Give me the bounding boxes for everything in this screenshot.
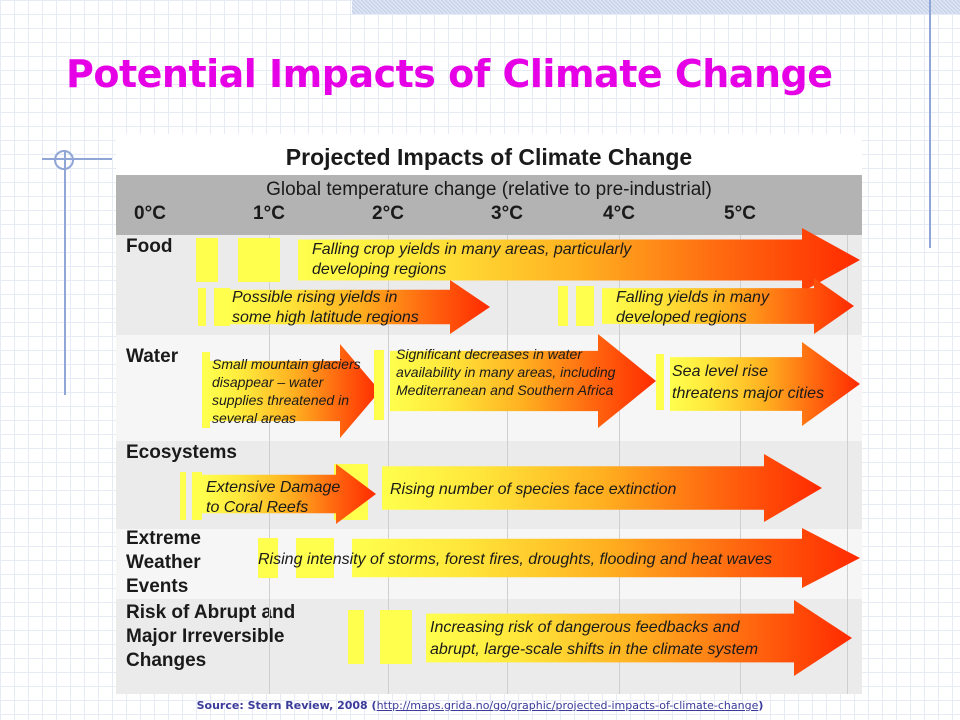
- tick-0c: 0°C: [134, 203, 166, 224]
- gridline-right: [847, 235, 848, 694]
- sector-label-abrupt-3: Changes: [126, 650, 207, 671]
- source-suffix: ): [758, 699, 764, 712]
- gridline-4c: [619, 235, 620, 694]
- water-impact-1-line-1: Small mountain glaciers: [212, 356, 361, 372]
- abrupt-yellow-block-2: [380, 610, 412, 664]
- source-citation: Source: Stern Review, 2008 (http://maps.…: [0, 699, 960, 712]
- decorative-horizontal-line: [42, 158, 112, 160]
- temperature-axis-label: Global temperature change (relative to p…: [266, 179, 712, 200]
- abrupt-impact-line-2: abrupt, large-scale shifts in the climat…: [430, 641, 759, 658]
- water-impact-1-line-2: disappear – water: [212, 374, 324, 390]
- tick-4c: 4°C: [603, 203, 635, 224]
- weather-yellow-block-1: [258, 538, 278, 578]
- decorative-vertical-line: [929, 0, 931, 248]
- food-impact-1-line-1: Falling crop yields in many areas, parti…: [312, 241, 632, 258]
- water-impact-1-line-3: supplies threatened in: [212, 392, 349, 408]
- tick-1c: 1°C: [253, 203, 285, 224]
- water-impact-1-line-4: several areas: [212, 410, 297, 426]
- sector-label-ecosystems: Ecosystems: [126, 442, 237, 463]
- food-impact-2-line-2: some high latitude regions: [232, 309, 419, 326]
- gridline-1c: [269, 235, 270, 694]
- food-yellow-block-1: [196, 238, 218, 282]
- eco-impact-2: Rising number of species face extinction: [390, 481, 677, 498]
- water-impact-3-line-2: threatens major cities: [672, 385, 825, 402]
- diagram-title: Projected Impacts of Climate Change: [285, 144, 693, 170]
- weather-yellow-block-2: [296, 538, 334, 578]
- food-yellow-thin-1: [198, 288, 206, 326]
- decorative-top-bar: [352, 0, 960, 14]
- sector-label-extreme-3: Events: [126, 576, 189, 597]
- source-prefix: Source: Stern Review, 2008 (: [196, 699, 377, 712]
- food-yellow-thin-2: [214, 288, 230, 326]
- eco-impact-1-line-2: to Coral Reefs: [206, 499, 309, 516]
- water-impact-3-line-1: Sea level rise: [672, 363, 769, 380]
- decorative-vertical-line-left: [64, 150, 66, 395]
- gridline-2c: [388, 235, 389, 694]
- food-yellow-thin-3: [558, 286, 568, 326]
- water-impact-2-line-1: Significant decreases in water: [396, 346, 582, 362]
- sector-label-extreme-2: Weather: [126, 552, 201, 573]
- water-yellow-thin-1: [202, 352, 210, 428]
- water-yellow-thin-3: [656, 354, 664, 410]
- food-yellow-thin-4: [576, 286, 594, 326]
- sector-label-water: Water: [126, 346, 179, 367]
- food-impact-3-line-1: Falling yields in many: [616, 289, 769, 306]
- sector-label-abrupt-2: Major Irreversible: [126, 626, 285, 647]
- slide-title: Potential Impacts of Climate Change: [66, 52, 833, 96]
- gridline-5c: [740, 235, 741, 694]
- water-yellow-thin-2: [374, 350, 384, 420]
- gridline-3c: [507, 235, 508, 694]
- water-impact-2-line-2: availability in many areas, including: [396, 364, 616, 380]
- food-yellow-block-2: [238, 238, 280, 282]
- sector-label-extreme-1: Extreme: [126, 528, 201, 549]
- sector-label-abrupt-1: Risk of Abrupt and: [126, 602, 296, 623]
- decorative-circle: [54, 150, 74, 170]
- eco-yellow-thin-1: [180, 472, 186, 520]
- abrupt-impact-line-1: Increasing risk of dangerous feedbacks a…: [430, 619, 740, 636]
- eco-yellow-thin-2: [192, 472, 202, 520]
- temperature-header: Global temperature change (relative to p…: [116, 175, 862, 235]
- food-impact-3-line-2: developed regions: [616, 309, 747, 326]
- food-impact-2-line-1: Possible rising yields in: [232, 289, 398, 306]
- source-link[interactable]: http://maps.grida.no/go/graphic/projecte…: [376, 699, 759, 712]
- food-impact-1-line-2: developing regions: [312, 261, 447, 278]
- weather-impact: Rising intensity of storms, forest fires…: [258, 551, 773, 568]
- tick-3c: 3°C: [491, 203, 523, 224]
- tick-2c: 2°C: [372, 203, 404, 224]
- tick-5c: 5°C: [724, 203, 756, 224]
- abrupt-yellow-block-1: [348, 610, 364, 664]
- impacts-diagram: Projected Impacts of Climate Change Glob…: [116, 134, 862, 694]
- sector-label-food: Food: [126, 236, 173, 257]
- eco-impact-1-line-1: Extensive Damage: [206, 479, 341, 496]
- water-impact-2-line-3: Mediterranean and Southern Africa: [396, 382, 614, 398]
